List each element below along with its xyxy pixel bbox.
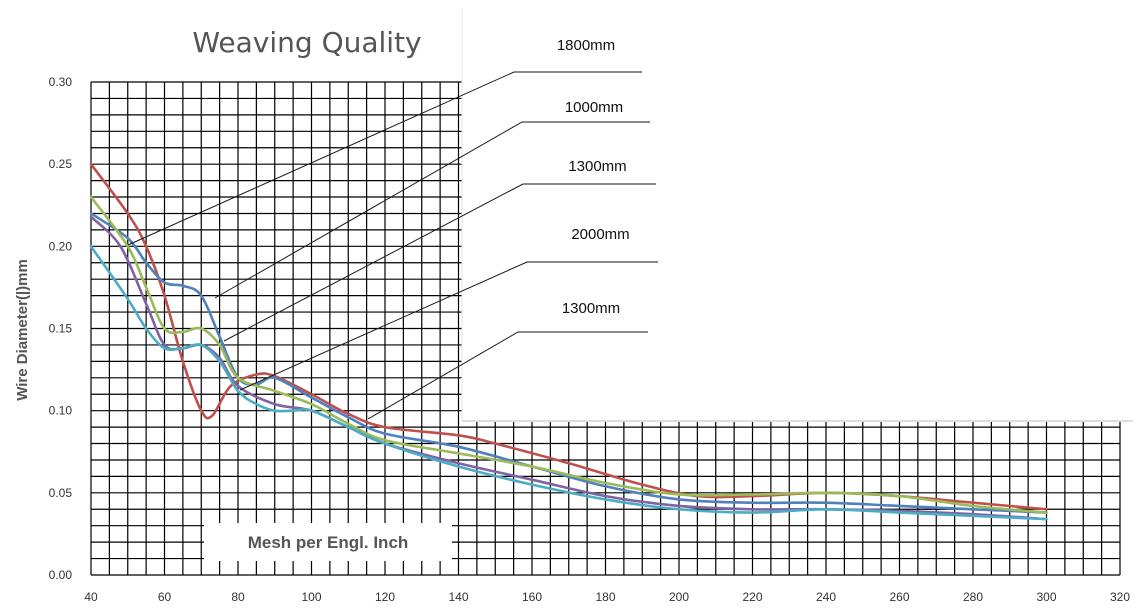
x-tick-label: 100 <box>301 590 321 604</box>
legend-leader-line <box>367 331 648 420</box>
legend-label: 1800mm <box>557 37 615 54</box>
x-tick-label: 140 <box>448 590 468 604</box>
x-tick-label: 120 <box>375 590 395 604</box>
y-tick-label: 0.15 <box>49 322 73 336</box>
legend-label: 2000mm <box>571 226 629 243</box>
axes: 40 60 80 100 120 140 160 180 200 220 240 260 280 300 3… <box>49 75 1131 604</box>
y-tick-label: 0.10 <box>49 404 73 418</box>
legend-leader-line <box>223 183 656 342</box>
y-tick-label: 0.00 <box>49 568 73 582</box>
legend-leader-line <box>239 261 658 391</box>
series-line <box>89 212 1048 514</box>
legend-leader-line <box>214 121 650 299</box>
x-tick-label: 60 <box>158 590 172 604</box>
legend-leader-line <box>127 71 642 246</box>
y-tick-label: 0.05 <box>49 486 73 500</box>
x-tick-label: 160 <box>522 590 542 604</box>
y-tick-label: 0.25 <box>49 157 73 171</box>
white-overlay-panel <box>462 8 1133 421</box>
legend-label: 1300mm <box>562 300 620 317</box>
y-axis-label: Wire Diameter(|)mm <box>14 259 31 401</box>
x-axis-label: Mesh per Engl. Inch <box>248 533 409 552</box>
legend-label: 1300mm <box>568 158 626 175</box>
series-line <box>89 245 1048 521</box>
x-tick-label: 300 <box>1036 590 1056 604</box>
series-lines <box>89 162 1048 521</box>
x-tick-label: 280 <box>963 590 983 604</box>
legend-label: 1000mm <box>565 99 623 116</box>
x-tick-label: 200 <box>669 590 689 604</box>
legend-leaders: 1800mm 1000mm 1300mm 2000mm 1300mm <box>127 37 658 420</box>
chart-title: Weaving Quality <box>192 26 421 59</box>
y-tick-label: 0.20 <box>49 239 73 253</box>
y-tick-label: 0.30 <box>49 75 73 89</box>
x-tick-label: 40 <box>84 590 98 604</box>
x-tick-label: 80 <box>231 590 245 604</box>
x-tick-label: 320 <box>1110 590 1130 604</box>
series-line <box>89 195 1048 514</box>
x-tick-label: 220 <box>742 590 762 604</box>
x-axis-label-box <box>204 523 452 561</box>
x-tick-label: 180 <box>595 590 615 604</box>
x-tick-label: 260 <box>889 590 909 604</box>
x-tick-label: 240 <box>816 590 836 604</box>
